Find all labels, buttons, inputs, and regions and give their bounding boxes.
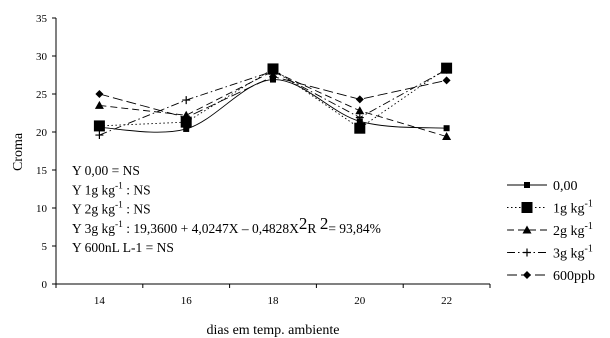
regression-annotation: Y 2g kg-1 : NS bbox=[72, 201, 151, 217]
y-tick-label: 10 bbox=[36, 203, 48, 215]
data-point bbox=[95, 131, 104, 140]
annotation-part: : NS bbox=[123, 202, 151, 217]
data-point bbox=[442, 132, 452, 141]
y-tick-label: 20 bbox=[36, 127, 48, 139]
legend-item: 2g kg-1 bbox=[507, 221, 593, 239]
annotation-part: R bbox=[307, 221, 319, 236]
legend-label-superscript: -1 bbox=[585, 221, 593, 232]
annotation-part: : 19,3600 + 4,0247X – 0,4828X bbox=[123, 221, 299, 236]
series-line bbox=[99, 76, 447, 119]
x-tick-label: 14 bbox=[94, 295, 106, 307]
annotation-part: : NS bbox=[123, 182, 151, 197]
legend-label-name: 2g kg bbox=[553, 224, 585, 239]
y-tick-label: 30 bbox=[36, 51, 48, 63]
annotation-part: -1 bbox=[115, 220, 123, 230]
regression-annotation: Y 3g kg-1 : 19,3600 + 4,0247X – 0,4828X2… bbox=[72, 214, 381, 236]
x-axis-title: dias em temp. ambiente bbox=[207, 323, 340, 338]
annotation-part: Y 1g kg bbox=[72, 182, 115, 197]
data-point bbox=[182, 96, 191, 105]
legend-label-superscript: -1 bbox=[585, 244, 593, 255]
data-point bbox=[180, 116, 192, 128]
data-point bbox=[183, 125, 190, 132]
legend-label-name: 0,00 bbox=[553, 179, 578, 194]
annotation-part: = 93,84% bbox=[328, 221, 381, 236]
y-tick-label: 5 bbox=[42, 241, 48, 253]
legend-label-superscript: -1 bbox=[585, 199, 593, 210]
legend-marker bbox=[523, 248, 531, 257]
x-tick-label: 18 bbox=[268, 295, 280, 307]
series-group bbox=[93, 62, 453, 141]
legend-item: 3g kg-1 bbox=[507, 244, 593, 262]
series-line bbox=[99, 79, 447, 133]
x-tick-label: 22 bbox=[441, 295, 452, 307]
legend-item: 0,00 bbox=[507, 179, 578, 194]
regression-annotation: Y 600nL L-1 = NS bbox=[72, 240, 174, 255]
legend-label: 3g kg-1 bbox=[553, 244, 593, 262]
annotation-part: 2 bbox=[299, 214, 308, 233]
data-point bbox=[269, 72, 277, 81]
annotation-part: Y 2g kg bbox=[72, 202, 115, 217]
axes: 0 5 10 15 20 25 30 35 14 16 18 20 22 bbox=[36, 13, 491, 307]
data-point bbox=[355, 106, 365, 115]
legend-label: 0,00 bbox=[553, 179, 578, 194]
y-axis-title: Croma bbox=[11, 132, 26, 171]
annotation-part: Y 0,00 = NS bbox=[72, 163, 140, 178]
data-point bbox=[354, 122, 366, 134]
y-tick-label: 0 bbox=[42, 279, 48, 291]
regression-annotations: Y 0,00 = NSY 1g kg-1 : NSY 2g kg-1 : NSY… bbox=[72, 163, 381, 255]
annotation-part: -1 bbox=[115, 201, 123, 211]
annotation-part: Y 3g kg bbox=[72, 221, 115, 236]
data-point bbox=[442, 76, 451, 85]
data-point bbox=[443, 125, 450, 132]
legend-marker bbox=[522, 225, 532, 234]
series-line bbox=[99, 69, 447, 136]
legend-item: 600ppb bbox=[507, 269, 595, 284]
series-5 bbox=[95, 72, 451, 122]
legend-label-name: 1g kg bbox=[553, 202, 585, 217]
legend-marker bbox=[523, 271, 531, 279]
annotation-part: Y 600nL L-1 = NS bbox=[72, 240, 174, 255]
x-tick-label: 20 bbox=[354, 295, 366, 307]
annotation-part: -1 bbox=[115, 181, 123, 191]
data-point bbox=[442, 65, 451, 74]
legend-label: 2g kg-1 bbox=[553, 221, 593, 239]
data-point bbox=[355, 113, 364, 122]
regression-annotation: Y 1g kg-1 : NS bbox=[72, 181, 151, 197]
y-tick-label: 25 bbox=[36, 89, 48, 101]
annotation-part: 2 bbox=[320, 214, 329, 233]
legend-item: 1g kg-1 bbox=[507, 199, 593, 217]
data-point bbox=[95, 90, 104, 98]
y-tick-label: 15 bbox=[36, 165, 48, 177]
legend-label: 600ppb bbox=[553, 269, 595, 284]
legend-marker bbox=[521, 202, 533, 213]
data-point bbox=[182, 113, 191, 122]
data-point bbox=[93, 120, 105, 132]
regression-annotation: Y 0,00 = NS bbox=[72, 163, 140, 178]
data-point bbox=[94, 100, 104, 109]
x-tick-label: 16 bbox=[181, 295, 193, 307]
series-4 bbox=[95, 65, 451, 140]
legend-marker bbox=[524, 182, 530, 188]
legend-label-name: 3g kg bbox=[553, 247, 585, 262]
legend-label-name: 600ppb bbox=[553, 269, 595, 284]
legend-label: 1g kg-1 bbox=[553, 199, 593, 217]
data-point bbox=[355, 95, 364, 104]
y-tick-label: 35 bbox=[36, 13, 48, 25]
series-1 bbox=[96, 76, 450, 133]
